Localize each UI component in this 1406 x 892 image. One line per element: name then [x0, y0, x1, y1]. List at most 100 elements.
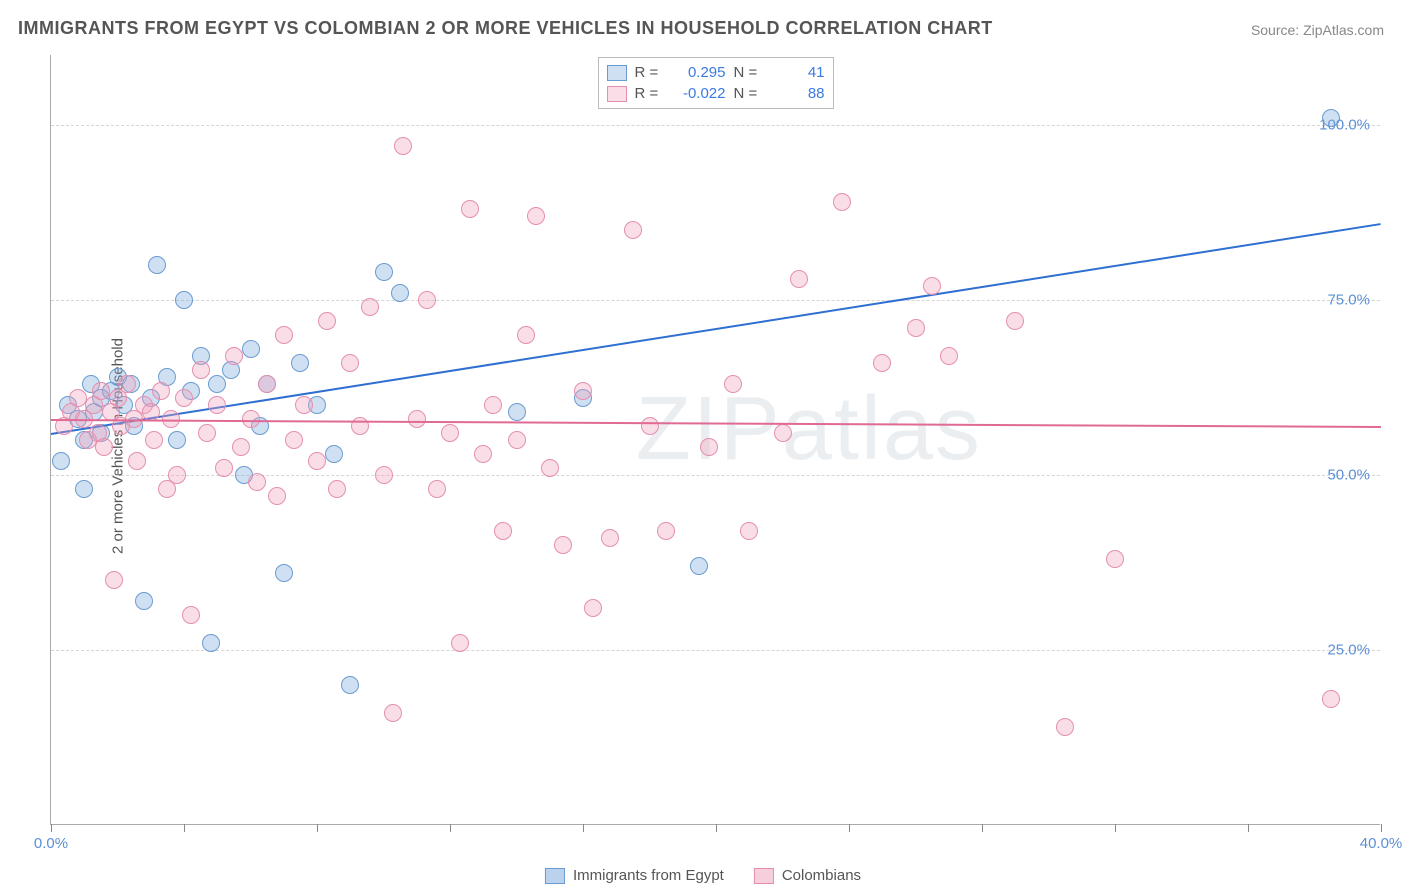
stats-legend-box: R =0.295N =41R =-0.022N =88: [598, 57, 834, 109]
scatter-point: [1322, 109, 1340, 127]
scatter-point: [641, 417, 659, 435]
x-tick-mark: [450, 824, 451, 832]
scatter-point: [375, 263, 393, 281]
scatter-point: [258, 375, 276, 393]
gridline-horizontal: [51, 650, 1380, 651]
n-label: N =: [734, 85, 762, 102]
scatter-point: [242, 340, 260, 358]
scatter-point: [428, 480, 446, 498]
scatter-point: [208, 396, 226, 414]
scatter-point: [275, 326, 293, 344]
scatter-point: [690, 557, 708, 575]
scatter-point: [541, 459, 559, 477]
scatter-point: [451, 634, 469, 652]
scatter-point: [341, 676, 359, 694]
scatter-point: [192, 361, 210, 379]
scatter-point: [295, 396, 313, 414]
legend-swatch: [754, 868, 774, 884]
legend-label: Colombians: [782, 867, 861, 884]
scatter-point: [175, 291, 193, 309]
scatter-point: [168, 466, 186, 484]
scatter-point: [790, 270, 808, 288]
scatter-point: [128, 452, 146, 470]
scatter-point: [584, 599, 602, 617]
gridline-horizontal: [51, 125, 1380, 126]
scatter-point: [724, 375, 742, 393]
scatter-point: [95, 438, 113, 456]
scatter-point: [175, 389, 193, 407]
scatter-point: [275, 564, 293, 582]
scatter-point: [69, 389, 87, 407]
scatter-point: [225, 347, 243, 365]
scatter-point: [740, 522, 758, 540]
scatter-point: [1006, 312, 1024, 330]
x-tick-mark: [317, 824, 318, 832]
scatter-point: [268, 487, 286, 505]
scatter-point: [508, 431, 526, 449]
scatter-point: [1106, 550, 1124, 568]
scatter-point: [152, 382, 170, 400]
scatter-point: [774, 424, 792, 442]
r-label: R =: [635, 64, 663, 81]
x-tick-label: 40.0%: [1360, 835, 1403, 852]
x-tick-mark: [1381, 824, 1382, 832]
gridline-horizontal: [51, 300, 1380, 301]
scatter-point: [418, 291, 436, 309]
scatter-point: [494, 522, 512, 540]
scatter-point: [384, 704, 402, 722]
scatter-point: [408, 410, 426, 428]
n-label: N =: [734, 64, 762, 81]
legend-item: Colombians: [754, 867, 861, 884]
n-value: 41: [770, 64, 825, 81]
x-tick-label: 0.0%: [34, 835, 68, 852]
bottom-legend: Immigrants from Egypt Colombians: [545, 867, 861, 884]
scatter-point: [198, 424, 216, 442]
scatter-point: [657, 522, 675, 540]
legend-swatch: [545, 868, 565, 884]
source-label: Source: ZipAtlas.com: [1251, 22, 1384, 38]
x-tick-mark: [716, 824, 717, 832]
scatter-point: [232, 438, 250, 456]
scatter-point: [308, 452, 326, 470]
scatter-point: [517, 326, 535, 344]
chart-title: IMMIGRANTS FROM EGYPT VS COLOMBIAN 2 OR …: [18, 18, 993, 39]
scatter-point: [700, 438, 718, 456]
scatter-point: [182, 606, 200, 624]
scatter-point: [394, 137, 412, 155]
scatter-point: [391, 284, 409, 302]
stats-row: R =0.295N =41: [607, 62, 825, 83]
scatter-point: [474, 445, 492, 463]
scatter-point: [328, 480, 346, 498]
scatter-point: [208, 375, 226, 393]
legend-label: Immigrants from Egypt: [573, 867, 724, 884]
scatter-point: [135, 592, 153, 610]
legend-swatch: [607, 65, 627, 81]
scatter-point: [574, 382, 592, 400]
scatter-point: [202, 634, 220, 652]
scatter-point: [325, 445, 343, 463]
scatter-point: [833, 193, 851, 211]
x-tick-mark: [982, 824, 983, 832]
scatter-point: [907, 319, 925, 337]
r-value: -0.022: [671, 85, 726, 102]
scatter-point: [92, 382, 110, 400]
scatter-point: [940, 347, 958, 365]
scatter-point: [318, 312, 336, 330]
scatter-point: [145, 431, 163, 449]
legend-item: Immigrants from Egypt: [545, 867, 724, 884]
scatter-point: [148, 256, 166, 274]
scatter-point: [361, 298, 379, 316]
scatter-point: [75, 480, 93, 498]
plot-area: ZIPatlas R =0.295N =41R =-0.022N =88 25.…: [50, 55, 1380, 825]
y-tick-label: 75.0%: [1327, 292, 1370, 309]
scatter-point: [1056, 718, 1074, 736]
trend-line: [51, 223, 1381, 435]
x-tick-mark: [1248, 824, 1249, 832]
scatter-point: [118, 375, 136, 393]
scatter-point: [248, 473, 266, 491]
scatter-point: [441, 424, 459, 442]
stats-row: R =-0.022N =88: [607, 83, 825, 104]
scatter-point: [142, 403, 160, 421]
scatter-point: [242, 410, 260, 428]
scatter-point: [52, 452, 70, 470]
